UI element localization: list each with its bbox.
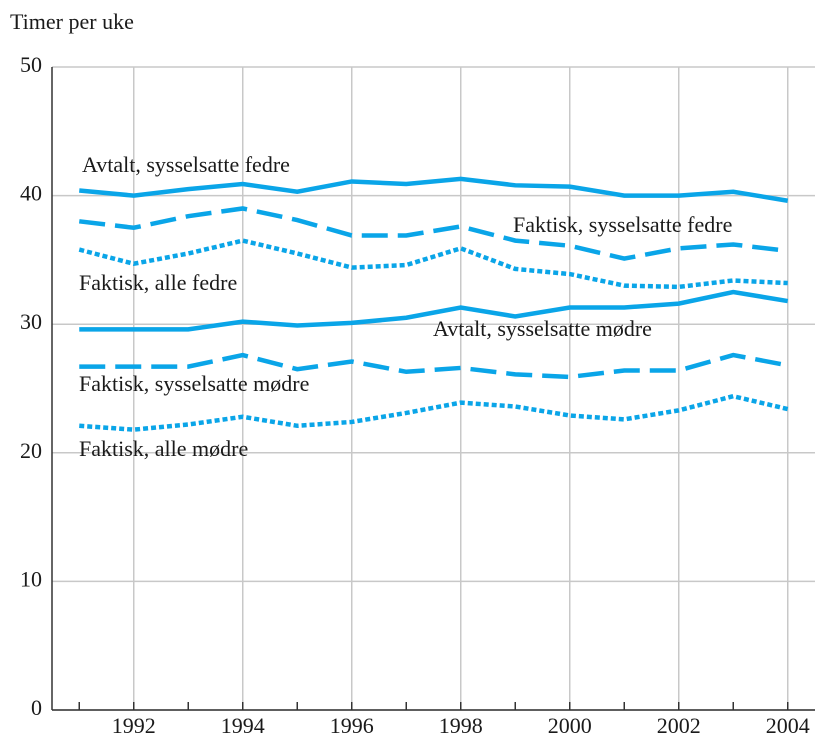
series-label: Avtalt, sysselsatte mødre [433, 316, 652, 341]
y-tick-label: 40 [20, 181, 42, 206]
series-label: Faktisk, sysselsatte fedre [513, 212, 732, 237]
y-axis-label: Timer per uke [10, 9, 134, 34]
series-line [78, 206, 789, 261]
x-tick-label: 2000 [548, 713, 592, 738]
series-line [78, 238, 788, 290]
series-label: Faktisk, sysselsatte mødre [79, 371, 309, 396]
series-line [79, 176, 789, 203]
x-tick-label: 1998 [439, 713, 483, 738]
y-tick-label: 20 [20, 438, 42, 463]
series-label: Avtalt, sysselsatte fedre [82, 152, 290, 177]
series-label: Faktisk, alle mødre [79, 436, 248, 461]
series-label: Faktisk, alle fedre [79, 270, 237, 295]
series-line [79, 393, 789, 432]
x-tick-label: 1996 [330, 713, 374, 738]
y-tick-label: 50 [20, 52, 42, 77]
y-tick-label: 10 [20, 566, 42, 591]
x-tick-label: 1994 [221, 713, 265, 738]
x-tick-label: 2004 [766, 713, 810, 738]
series-line [79, 352, 789, 380]
x-tick-label: 2002 [657, 713, 701, 738]
series-line [79, 289, 789, 332]
x-tick-label: 1992 [112, 713, 156, 738]
y-tick-label: 30 [20, 309, 42, 334]
y-tick-label: 0 [31, 695, 42, 720]
